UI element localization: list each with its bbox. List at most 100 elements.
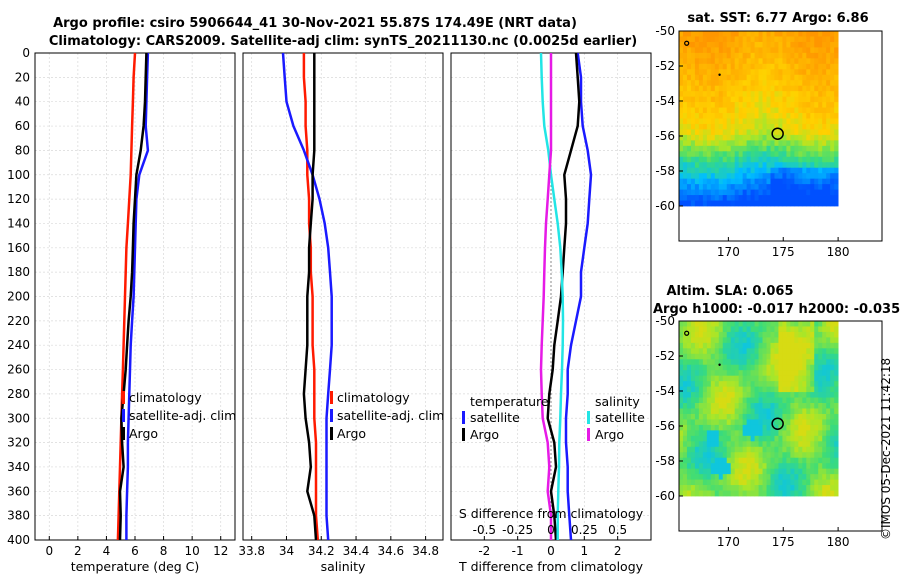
map-cell xyxy=(718,353,724,360)
map-cell xyxy=(706,145,712,152)
map-cell xyxy=(834,102,839,108)
map-cell xyxy=(679,326,684,333)
map-cell xyxy=(818,485,823,491)
map-cell xyxy=(786,31,791,37)
map-cell xyxy=(694,145,700,152)
map-cell xyxy=(778,490,783,497)
map-cell xyxy=(746,96,751,103)
map-cell xyxy=(794,446,799,453)
map-cell xyxy=(742,123,748,130)
map-cell xyxy=(814,91,819,98)
map-cell xyxy=(718,162,724,169)
map-cell xyxy=(758,74,763,81)
map-cell xyxy=(770,41,775,48)
map-cell xyxy=(679,370,684,377)
map-cell xyxy=(738,47,744,54)
map-cell xyxy=(822,58,827,65)
map-cell xyxy=(818,359,823,366)
map-cell xyxy=(718,52,724,59)
map-cell xyxy=(830,321,835,327)
map-cell xyxy=(794,386,799,393)
map-cell xyxy=(726,392,732,398)
map-cell xyxy=(814,364,819,371)
map-cell xyxy=(758,348,763,355)
map-cell xyxy=(762,118,767,125)
map-cell xyxy=(702,441,708,448)
map-cell xyxy=(722,452,728,459)
map-cell xyxy=(830,342,835,349)
map-cell xyxy=(826,424,831,431)
map-cell xyxy=(718,321,724,327)
map-cell xyxy=(710,52,716,59)
map-cell xyxy=(814,140,819,147)
map-cell xyxy=(746,200,751,207)
map-cell xyxy=(818,370,823,377)
map-cell xyxy=(694,58,700,65)
map-cell xyxy=(806,474,811,480)
map-cell xyxy=(706,91,712,98)
map-cell xyxy=(686,364,692,371)
map-cell xyxy=(774,41,779,48)
map-cell xyxy=(802,200,807,207)
map-cell xyxy=(826,413,831,420)
map-cell xyxy=(826,195,831,201)
map-cell xyxy=(682,419,688,426)
series-line-t-satellite xyxy=(564,52,593,541)
map-cell xyxy=(770,145,775,152)
map-cell xyxy=(790,397,795,404)
map-cell xyxy=(770,331,775,338)
map-cell xyxy=(730,184,736,190)
x-axis-label: salinity xyxy=(321,559,366,574)
map-cell xyxy=(690,430,696,437)
map-cell xyxy=(734,337,740,344)
map-cell xyxy=(802,74,807,81)
map-cell xyxy=(679,63,684,70)
map-cell xyxy=(754,397,759,404)
map-cell xyxy=(826,446,831,453)
map-cell xyxy=(806,162,811,169)
map-cell xyxy=(798,424,803,431)
map-cell xyxy=(690,129,696,136)
map-cell xyxy=(710,36,716,43)
map-cell xyxy=(766,31,771,37)
map-cell xyxy=(710,178,716,185)
map-cell xyxy=(746,370,751,377)
map-cell xyxy=(698,41,704,48)
map-cell xyxy=(710,151,716,158)
map-cell xyxy=(679,463,684,470)
map-cell xyxy=(734,386,740,393)
map-cell xyxy=(706,446,712,453)
map-cell xyxy=(679,134,684,141)
map-cell xyxy=(702,359,708,366)
map-cell xyxy=(750,359,755,366)
map-cell xyxy=(686,463,692,470)
map-cell xyxy=(762,452,767,459)
map-cell xyxy=(822,370,827,377)
map-cell xyxy=(690,140,696,147)
y-tick-label: -50 xyxy=(655,314,675,328)
map-cell xyxy=(794,156,799,163)
x-tick-label: -2 xyxy=(478,544,490,558)
map-cell xyxy=(778,452,783,459)
map-cell xyxy=(698,151,704,158)
map-cell xyxy=(830,47,835,54)
map-cell xyxy=(686,326,692,333)
map-cell xyxy=(830,424,835,431)
map-cell xyxy=(798,140,803,147)
map-cell xyxy=(718,446,724,453)
map-cell xyxy=(786,195,791,201)
map-cell xyxy=(790,113,795,119)
map-cell xyxy=(786,167,791,174)
map-cell xyxy=(826,162,831,169)
map-cell xyxy=(706,463,712,470)
map-cell xyxy=(814,353,819,360)
map-cell xyxy=(718,490,724,497)
map-cell xyxy=(758,151,763,158)
map-cell xyxy=(679,419,684,426)
map-cell xyxy=(778,58,783,65)
map-cell xyxy=(786,342,791,349)
map-cell xyxy=(726,419,732,426)
map-cell xyxy=(722,91,728,98)
map-cell xyxy=(778,69,783,76)
map-cell xyxy=(694,474,700,480)
